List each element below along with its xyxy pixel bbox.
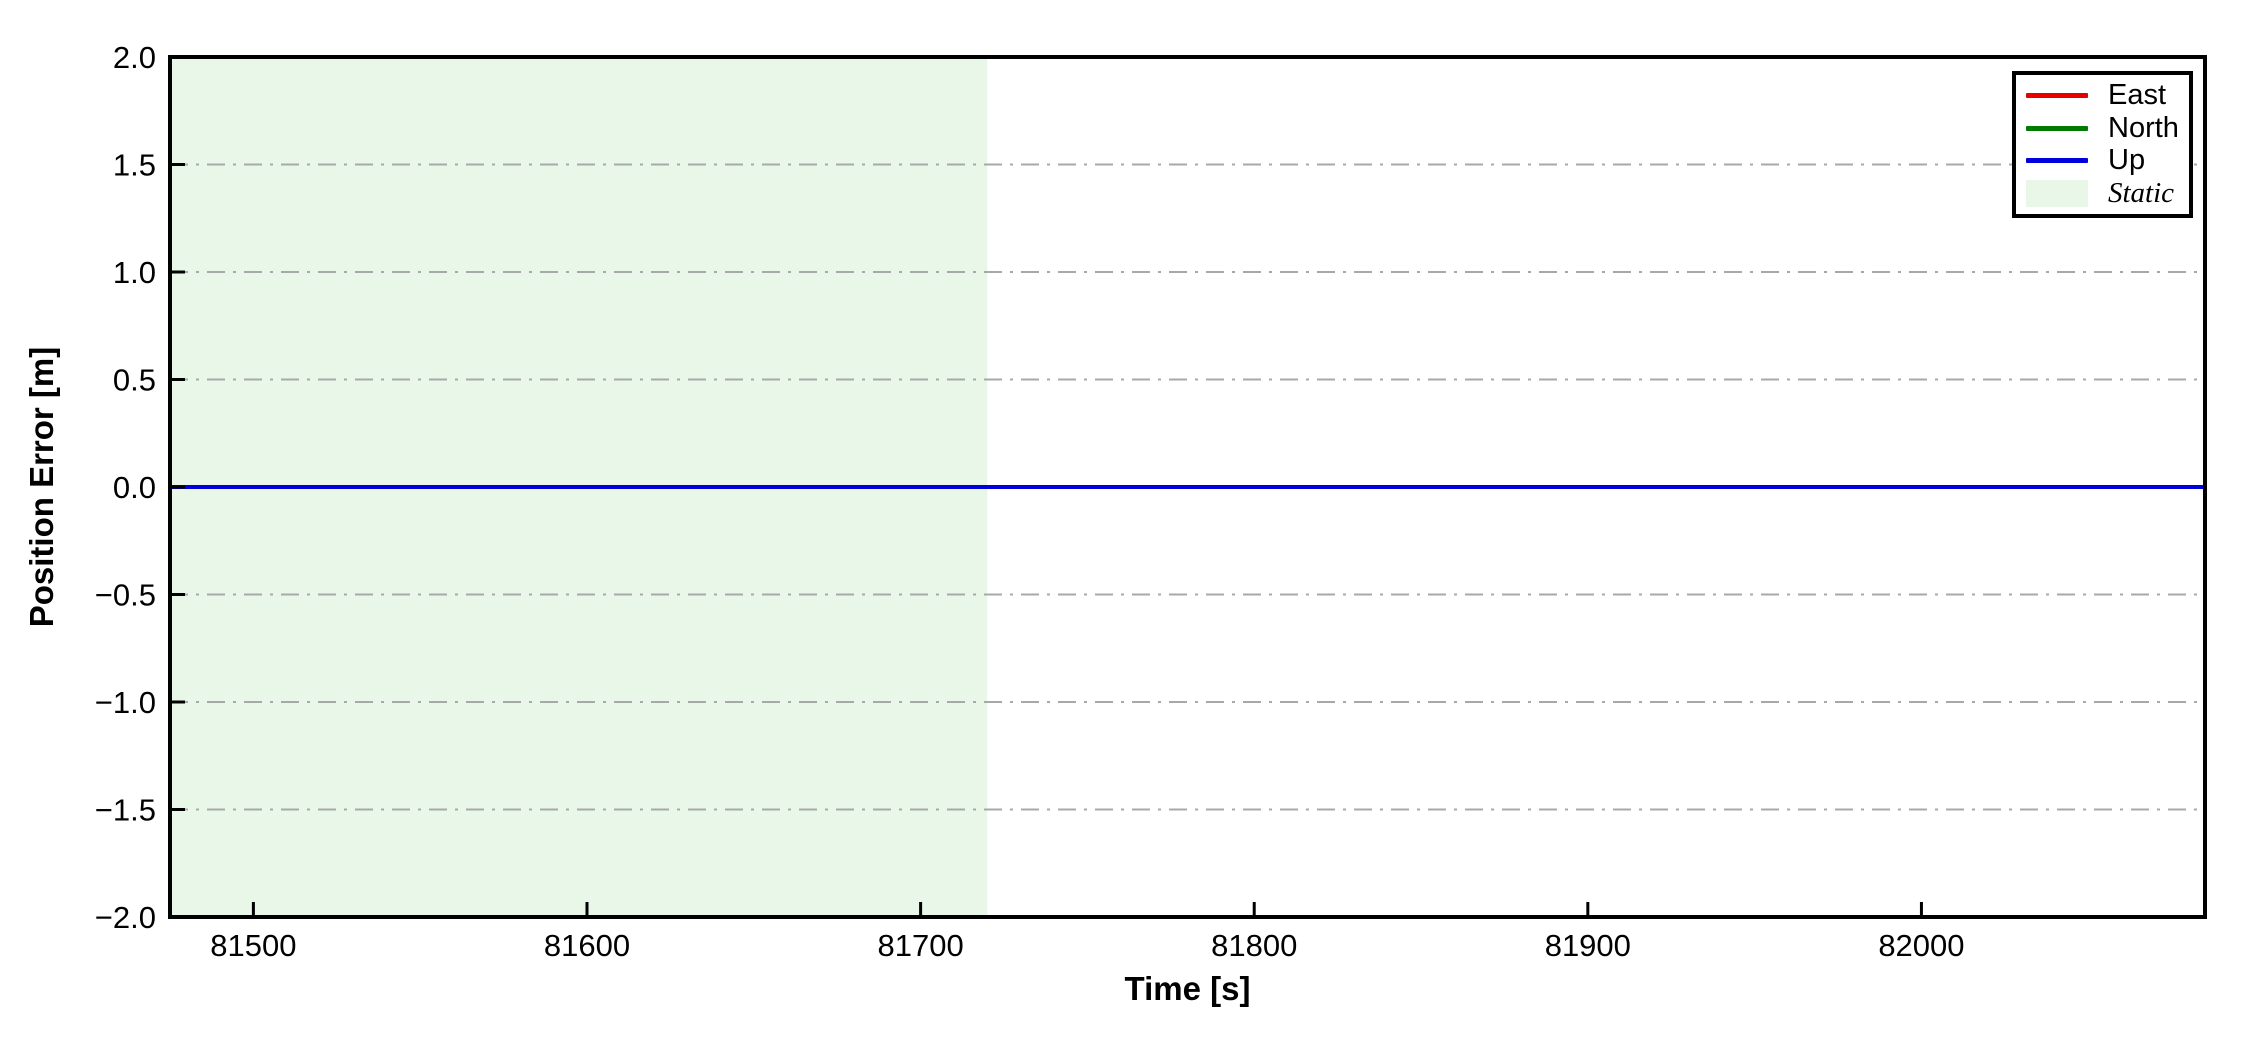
y-tick-label: −0.5	[95, 578, 156, 613]
legend-label-north: North	[2108, 111, 2179, 144]
legend-item-up: Up	[2026, 145, 2181, 178]
y-axis-label: Position Error [m]	[23, 347, 60, 628]
y-tick-label: 1.5	[113, 148, 156, 183]
north-line-swatch	[2026, 125, 2088, 131]
y-tick-label: 0.0	[113, 470, 156, 505]
axes-frame	[168, 55, 2207, 919]
up-line-swatch	[2026, 158, 2088, 164]
x-tick-label: 81900	[1545, 928, 1631, 963]
x-tick-label: 81800	[1211, 928, 1297, 963]
legend-label-up: Up	[2108, 144, 2146, 177]
static-region-swatch	[2026, 180, 2088, 208]
y-tick-label: 0.5	[113, 363, 156, 398]
y-tick-label: 1.0	[113, 255, 156, 290]
legend-item-north: North	[2026, 112, 2181, 145]
x-tick-label: 81700	[878, 928, 964, 963]
legend-label-east: East	[2108, 78, 2167, 111]
legend-label-static: Static	[2108, 177, 2175, 210]
y-tick-label: −2.0	[95, 900, 156, 935]
legend-item-static: Static	[2026, 177, 2181, 210]
y-tick-label: −1.5	[95, 793, 156, 828]
x-tick-label: 81500	[210, 928, 296, 963]
legend: East North Up Static	[2012, 71, 2193, 218]
x-tick-label: 82000	[1878, 928, 1964, 963]
legend-item-east: East	[2026, 79, 2181, 112]
y-tick-label: −1.0	[95, 685, 156, 720]
y-tick-label: 2.0	[113, 40, 156, 75]
x-tick-label: 81600	[544, 928, 630, 963]
east-line-swatch	[2026, 92, 2088, 98]
x-axis-label: Time [s]	[1125, 970, 1251, 1007]
